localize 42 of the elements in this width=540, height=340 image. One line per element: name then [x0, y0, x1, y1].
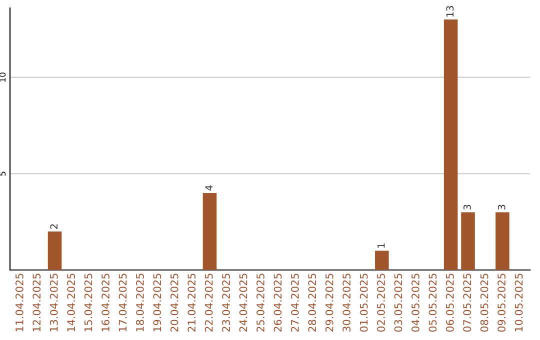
x-tick-label: 08.05.2025 — [480, 274, 488, 332]
x-tick-label: 28.04.2025 — [308, 274, 316, 332]
bar — [202, 192, 217, 270]
x-tick-label: 27.04.2025 — [290, 274, 299, 332]
x-tick-label: 10.05.2025 — [514, 274, 523, 332]
x-tick-label: 21.04.2025 — [188, 274, 196, 332]
x-tick-label: 19.04.2025 — [153, 274, 162, 332]
bar — [496, 212, 510, 270]
x-tick-label: 30.04.2025 — [342, 274, 351, 332]
data-label: 3 — [463, 204, 471, 210]
x-tick-label: 29.04.2025 — [325, 274, 334, 332]
bar — [48, 231, 62, 270]
x-tick-label: 06.05.2025 — [446, 274, 454, 332]
x-tick-label: 12.04.2025 — [32, 274, 41, 332]
x-tick-label: 26.04.2025 — [274, 274, 282, 332]
x-tick-label: 09.05.2025 — [498, 274, 506, 332]
bar — [461, 212, 475, 270]
data-label: 2 — [50, 224, 58, 229]
data-label: 13 — [446, 6, 454, 17]
x-tick-label: 01.05.2025 — [360, 274, 368, 332]
x-tick-label: 02.05.2025 — [377, 274, 385, 332]
x-tick-label: 14.04.2025 — [67, 274, 76, 332]
x-tick-label: 17.04.2025 — [118, 274, 127, 332]
x-tick-label: 11.04.2025 — [15, 274, 24, 332]
data-label: 4 — [205, 185, 212, 191]
x-tick-label: 07.05.2025 — [463, 274, 472, 332]
x-tick-label: 03.05.2025 — [394, 274, 402, 332]
x-tick-label: 24.04.2025 — [239, 274, 248, 332]
x-tick-label: 22.04.2025 — [204, 274, 213, 332]
bar — [375, 250, 389, 270]
x-tick-label: 23.04.2025 — [222, 274, 230, 332]
data-label: 3 — [498, 204, 506, 210]
x-tick-label: 05.05.2025 — [428, 274, 437, 332]
x-tick-label: 25.04.2025 — [256, 274, 264, 332]
x-tick-label: 04.05.2025 — [412, 274, 420, 332]
x-tick-label: 13.04.2025 — [50, 274, 58, 332]
x-tick-label: 20.04.2025 — [170, 274, 178, 332]
x-tick-label: 16.04.2025 — [102, 274, 110, 332]
x-tick-label: 15.04.2025 — [84, 274, 92, 332]
x-tick-label: 18.04.2025 — [136, 274, 144, 332]
bar — [444, 20, 458, 270]
data-label: 1 — [378, 244, 385, 248]
